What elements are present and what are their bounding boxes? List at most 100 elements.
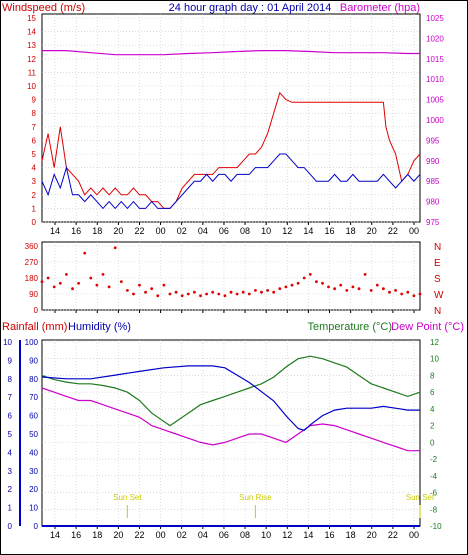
x-tick-label: 22 <box>134 530 144 540</box>
y-right-tick-label: 6 <box>430 388 435 397</box>
y-right-tick-label: 1000 <box>426 116 444 125</box>
direction-point <box>260 290 263 294</box>
direction-point <box>119 280 123 283</box>
hum-series-line <box>41 365 420 431</box>
y-right-tick-label: 995 <box>426 136 440 145</box>
x-tick-label: 20 <box>113 530 123 540</box>
compass-tick-label: E <box>434 258 441 269</box>
x-tick-label: 22 <box>134 226 144 236</box>
temperature-humidity-chart: 14 16 18 20 22 00 02 04 06 08 10 12 14 16 18 20 22 00-10-… <box>3 338 442 540</box>
temperature-axis-label: Temperature (°C) <box>308 321 392 333</box>
x-tick-label: 12 <box>282 226 292 236</box>
direction-point <box>284 285 288 289</box>
y-right-tick-label: 985 <box>426 177 440 186</box>
compass-tick-label: N <box>434 306 441 317</box>
x-tick-label: 04 <box>198 226 208 236</box>
y-left-tick-label: 9 <box>32 96 37 105</box>
temp-series-line <box>41 355 421 427</box>
windspeed-axis-label: Windspeed (m/s) <box>2 2 85 14</box>
rain-tick-label: 9 <box>8 356 13 365</box>
direction-point <box>113 246 117 250</box>
direction-point <box>363 273 367 276</box>
direction-point <box>101 273 105 276</box>
x-tick-label: 22 <box>388 530 398 540</box>
humidity-tick-label: 70 <box>29 393 38 402</box>
y-left-tick-label: 7 <box>32 123 37 132</box>
x-tick-label: 00 <box>409 226 419 236</box>
y-right-tick-label: 10 <box>430 355 439 364</box>
y-right-tick-label: 1015 <box>426 55 444 64</box>
direction-point <box>217 292 221 296</box>
direction-point <box>382 287 385 291</box>
x-tick-label: 00 <box>409 530 419 540</box>
rainfall-axis-label: Rainfall (mm) <box>2 321 67 333</box>
y-right-tick-label: -6 <box>430 489 438 498</box>
sun-marker-label: Sun Set <box>406 493 435 502</box>
humidity-tick-label: 20 <box>29 485 38 494</box>
rain-tick-label: 3 <box>8 467 13 476</box>
direction-point <box>254 289 257 292</box>
y-right-tick-label: 1020 <box>426 34 444 43</box>
direction-point <box>107 285 111 289</box>
y-right-tick-label: 980 <box>426 198 440 207</box>
direction-point <box>327 285 330 289</box>
y-right-tick-label: 1005 <box>426 96 444 105</box>
direction-point <box>375 283 379 287</box>
direction-point <box>77 281 80 285</box>
y-left-tick-label: 15 <box>27 14 36 23</box>
dewpoint-axis-label: Dew Point (°C) <box>391 321 464 333</box>
y-left-tick-label: 270 <box>25 258 39 267</box>
x-tick-label: 18 <box>346 226 356 236</box>
direction-point <box>296 281 300 285</box>
x-tick-label: 14 <box>50 530 60 540</box>
direction-point <box>369 289 373 292</box>
direction-point <box>339 283 343 287</box>
humidity-tick-label: 100 <box>25 338 39 347</box>
x-tick-label: 22 <box>388 226 398 236</box>
y-left-tick-label: 90 <box>29 290 38 299</box>
direction-point <box>71 287 74 291</box>
y-left-tick-label: 6 <box>32 136 37 145</box>
direction-point <box>412 294 416 298</box>
y-right-tick-label: -2 <box>430 455 438 464</box>
direction-point <box>229 290 233 294</box>
y-left-tick-label: 14 <box>27 28 36 37</box>
humidity-tick-label: 80 <box>29 375 38 384</box>
x-tick-label: 00 <box>156 226 166 236</box>
direction-point <box>357 287 361 291</box>
rain-tick-label: 10 <box>3 338 12 347</box>
compass-tick-label: W <box>434 290 444 301</box>
direction-point <box>174 290 178 294</box>
plot-area <box>41 13 421 223</box>
direction-point <box>351 285 355 289</box>
direction-point <box>302 276 306 280</box>
x-tick-label: 16 <box>325 226 335 236</box>
y-right-tick-label: -4 <box>430 472 438 481</box>
x-tick-label: 16 <box>325 530 335 540</box>
compass-tick-label: N <box>434 242 441 253</box>
x-tick-label: 08 <box>240 530 250 540</box>
x-tick-label: 00 <box>156 530 166 540</box>
dew-series-line <box>41 387 420 452</box>
x-tick-label: 18 <box>92 226 102 236</box>
x-tick-label: 10 <box>261 530 271 540</box>
y-right-tick-label: 1025 <box>426 14 444 23</box>
barometer-axis-label: Barometer (hpa) <box>340 2 420 14</box>
rain-tick-label: 7 <box>8 393 13 402</box>
humidity-tick-label: 0 <box>34 522 39 531</box>
windspeed-barometer-chart: 14 16 18 20 22 00 02 04 06 08 10 12 14 16 18 20 22 000123… <box>27 13 444 236</box>
baro-series-line <box>42 49 420 56</box>
direction-point <box>223 294 227 298</box>
direction-point <box>144 290 148 294</box>
direction-point <box>156 294 160 298</box>
x-tick-label: 02 <box>177 226 187 236</box>
x-tick-label: 20 <box>367 226 377 236</box>
x-tick-label: 20 <box>113 226 123 236</box>
direction-point <box>388 290 391 294</box>
y-right-tick-label: -10 <box>430 522 442 531</box>
direction-point <box>290 283 294 287</box>
direction-point <box>126 289 129 292</box>
humidity-tick-label: 50 <box>29 430 38 439</box>
y-left-tick-label: 11 <box>28 68 37 77</box>
